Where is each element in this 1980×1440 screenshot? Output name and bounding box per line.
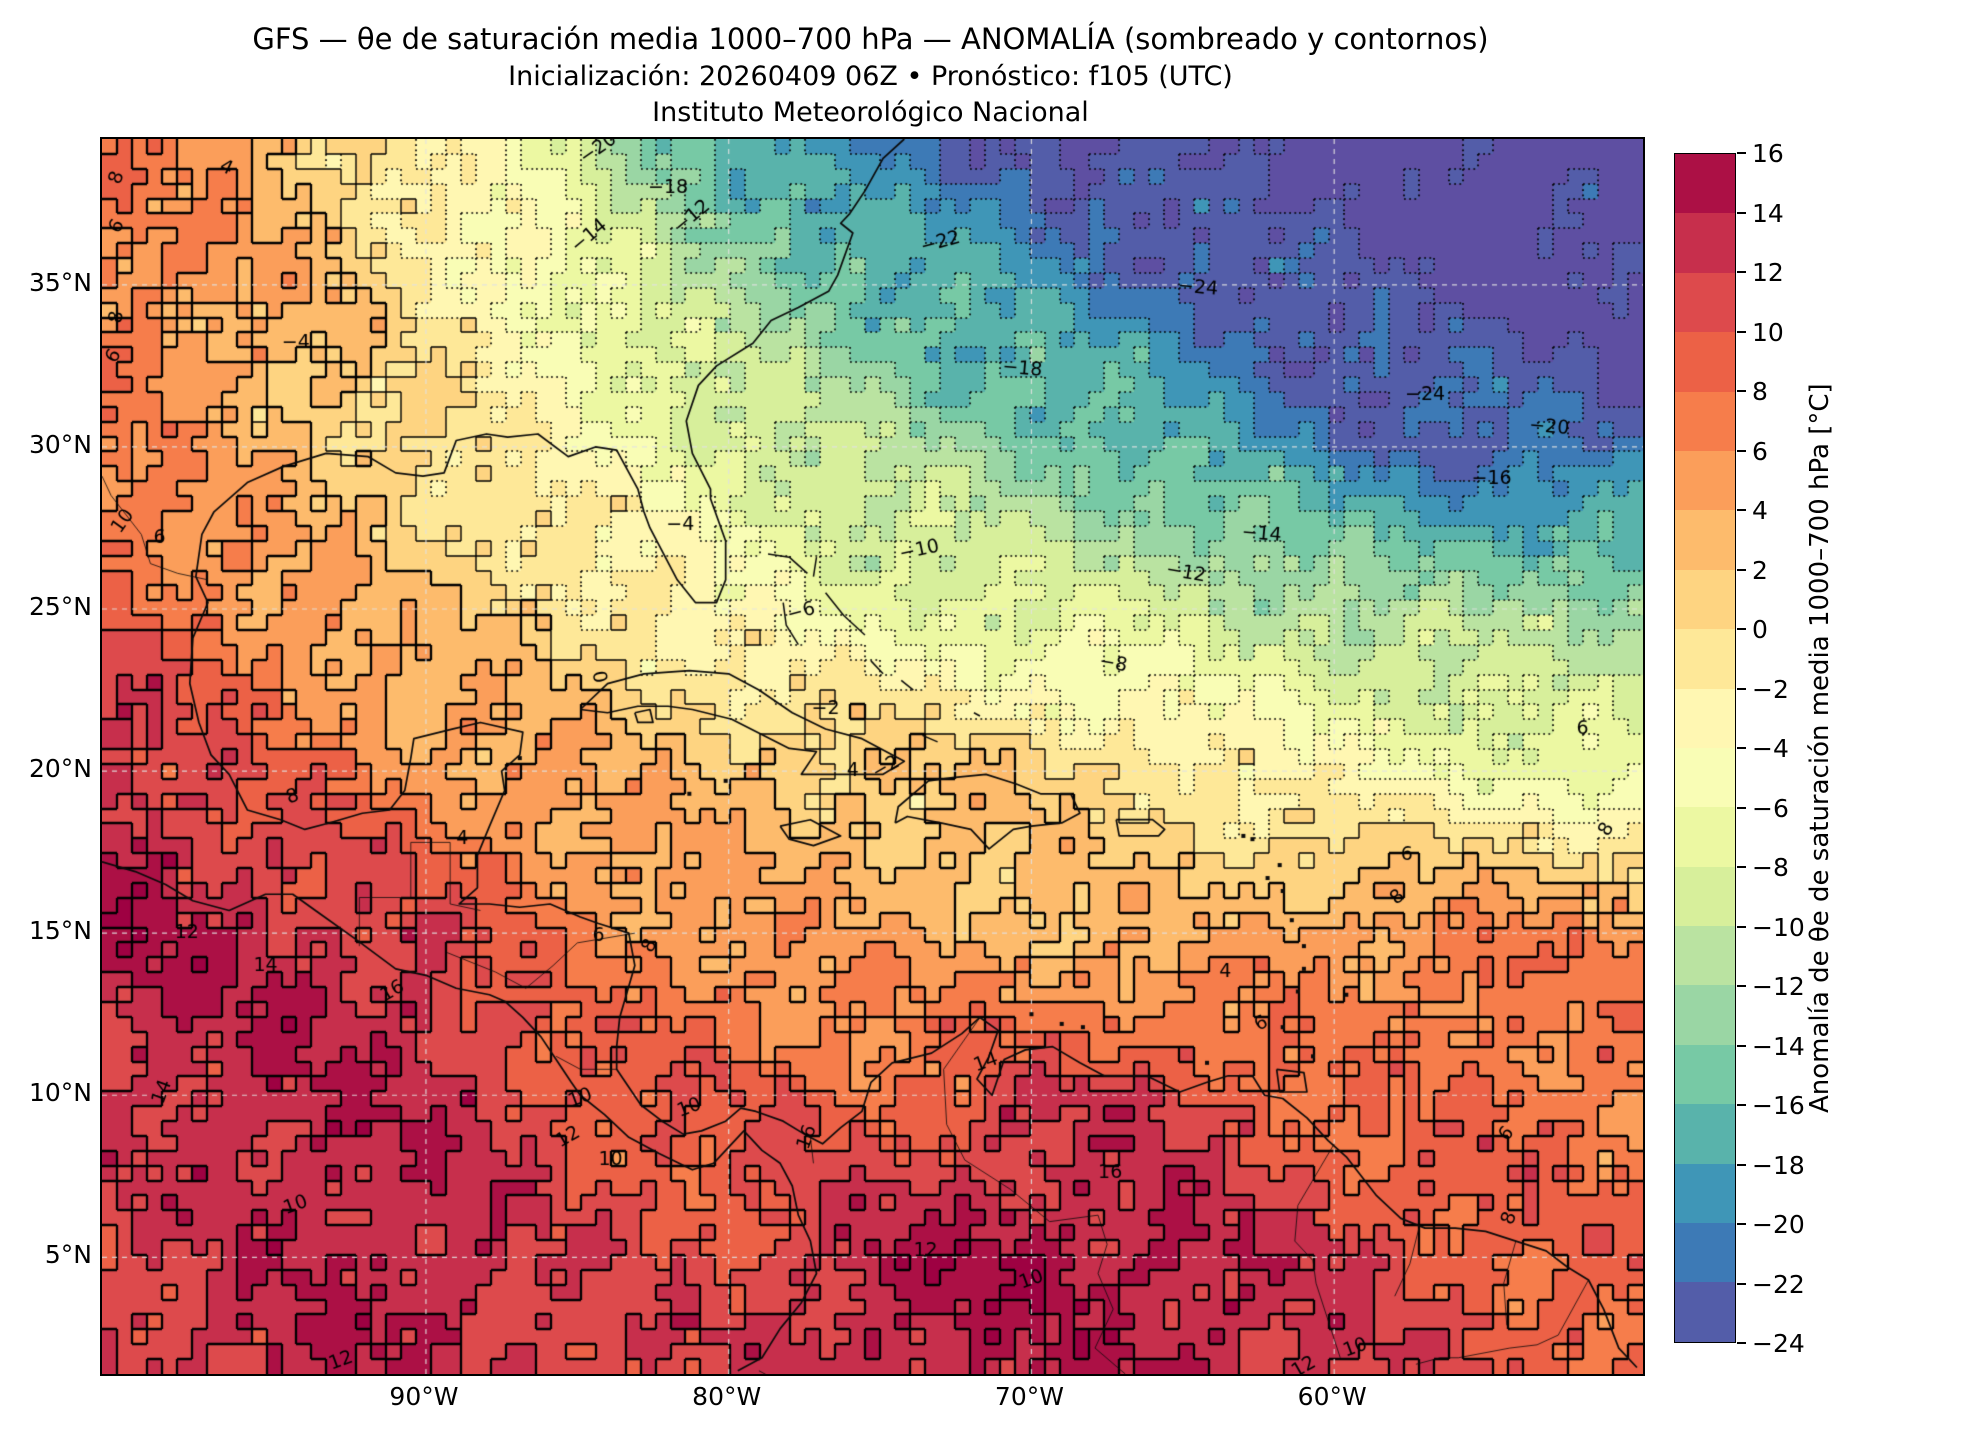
colorbar-segment bbox=[1675, 213, 1735, 273]
colorbar-segment bbox=[1675, 1223, 1735, 1283]
colorbar-tick-label: 4 bbox=[1752, 496, 1768, 525]
colorbar-tick-label: −4 bbox=[1752, 734, 1789, 763]
x-tick-label: 80°W bbox=[692, 1382, 762, 1411]
colorbar-tick-label: 10 bbox=[1752, 317, 1784, 347]
colorbar-tick-label: −10 bbox=[1752, 912, 1805, 942]
colorbar-tick-mark bbox=[1737, 1044, 1746, 1047]
y-tick-label: 25°N bbox=[28, 592, 92, 621]
colorbar-segment bbox=[1675, 154, 1735, 214]
y-tick-label: 15°N bbox=[28, 916, 92, 946]
x-tick-label: 60°W bbox=[1297, 1382, 1367, 1411]
colorbar-tick-mark bbox=[1737, 1282, 1746, 1285]
colorbar-tick-label: 16 bbox=[1752, 139, 1784, 168]
colorbar-segment bbox=[1675, 985, 1735, 1045]
colorbar-tick-mark bbox=[1737, 1223, 1746, 1225]
map-panel bbox=[100, 137, 1645, 1376]
colorbar-tick-label: −6 bbox=[1752, 793, 1789, 823]
colorbar-tick-label: 2 bbox=[1752, 555, 1768, 585]
colorbar-segment bbox=[1675, 1044, 1735, 1105]
colorbar-tick-label: −12 bbox=[1752, 972, 1805, 1001]
colorbar-tick-label: −8 bbox=[1752, 853, 1789, 882]
colorbar-tick-label: −2 bbox=[1752, 674, 1789, 704]
colorbar-tick-label: 6 bbox=[1752, 436, 1768, 466]
colorbar-tick-label: 14 bbox=[1752, 198, 1784, 228]
colorbar-segment bbox=[1675, 629, 1735, 689]
colorbar-segment bbox=[1675, 332, 1735, 392]
colorbar-segment bbox=[1675, 272, 1735, 333]
colorbar bbox=[1674, 153, 1736, 1343]
colorbar-tick-label: 0 bbox=[1752, 615, 1768, 644]
colorbar-segment bbox=[1675, 391, 1735, 451]
colorbar-segment bbox=[1675, 1163, 1735, 1224]
colorbar-segment bbox=[1675, 688, 1735, 748]
colorbar-tick-label: 12 bbox=[1752, 258, 1784, 287]
colorbar-segment bbox=[1675, 747, 1735, 808]
colorbar-tick-mark bbox=[1737, 985, 1746, 987]
colorbar-tick-mark bbox=[1737, 925, 1746, 928]
colorbar-segment bbox=[1675, 510, 1735, 570]
colorbar-tick-label: −18 bbox=[1752, 1150, 1805, 1180]
y-tick-label: 10°N bbox=[28, 1078, 92, 1108]
x-tick-label: 90°W bbox=[389, 1382, 459, 1411]
figure-subtitle: Inicialización: 20260409 06Z • Pronóstic… bbox=[508, 61, 1233, 92]
colorbar-tick-mark bbox=[1737, 687, 1746, 690]
colorbar-tick-mark bbox=[1737, 628, 1746, 630]
colorbar-tick-label: −16 bbox=[1752, 1091, 1805, 1120]
x-tick-label: 70°W bbox=[994, 1382, 1064, 1411]
colorbar-segment bbox=[1675, 1104, 1735, 1164]
colorbar-tick-mark bbox=[1737, 449, 1746, 452]
colorbar-segment bbox=[1675, 866, 1735, 927]
y-tick-label: 30°N bbox=[28, 429, 92, 459]
y-tick-label: 5°N bbox=[44, 1240, 92, 1270]
colorbar-tick-label: 8 bbox=[1752, 377, 1768, 406]
colorbar-tick-mark bbox=[1737, 568, 1746, 571]
colorbar-tick-mark bbox=[1737, 1342, 1746, 1344]
colorbar-tick-label: −22 bbox=[1752, 1269, 1805, 1299]
colorbar-segment bbox=[1675, 569, 1735, 630]
colorbar-segment bbox=[1675, 807, 1735, 867]
figure-institution: Instituto Meteorológico Nacional bbox=[652, 97, 1089, 128]
colorbar-label: Anomalía de θe de saturación media 1000–… bbox=[1805, 383, 1835, 1113]
figure-title: GFS — θe de saturación media 1000–700 hP… bbox=[252, 22, 1489, 56]
y-tick-label: 20°N bbox=[28, 754, 92, 784]
colorbar-tick-mark bbox=[1737, 1104, 1746, 1106]
colorbar-tick-mark bbox=[1737, 1163, 1746, 1166]
colorbar-tick-mark bbox=[1737, 806, 1746, 809]
colorbar-tick-label: −20 bbox=[1752, 1210, 1805, 1239]
colorbar-segment bbox=[1675, 1282, 1735, 1342]
colorbar-segment bbox=[1675, 926, 1735, 986]
colorbar-tick-mark bbox=[1737, 330, 1746, 333]
colorbar-tick-mark bbox=[1737, 390, 1746, 392]
colorbar-tick-mark bbox=[1737, 271, 1746, 273]
colorbar-tick-mark bbox=[1737, 747, 1746, 749]
colorbar-segment bbox=[1675, 450, 1735, 511]
y-tick-label: 35°N bbox=[28, 267, 92, 297]
colorbar-tick-mark bbox=[1737, 866, 1746, 868]
colorbar-tick-mark bbox=[1737, 509, 1746, 511]
colorbar-tick-label: −24 bbox=[1752, 1329, 1805, 1358]
colorbar-tick-mark bbox=[1737, 152, 1746, 154]
anomaly-map-canvas bbox=[100, 137, 1645, 1376]
colorbar-tick-mark bbox=[1737, 211, 1746, 214]
colorbar-tick-label: −14 bbox=[1752, 1031, 1805, 1061]
